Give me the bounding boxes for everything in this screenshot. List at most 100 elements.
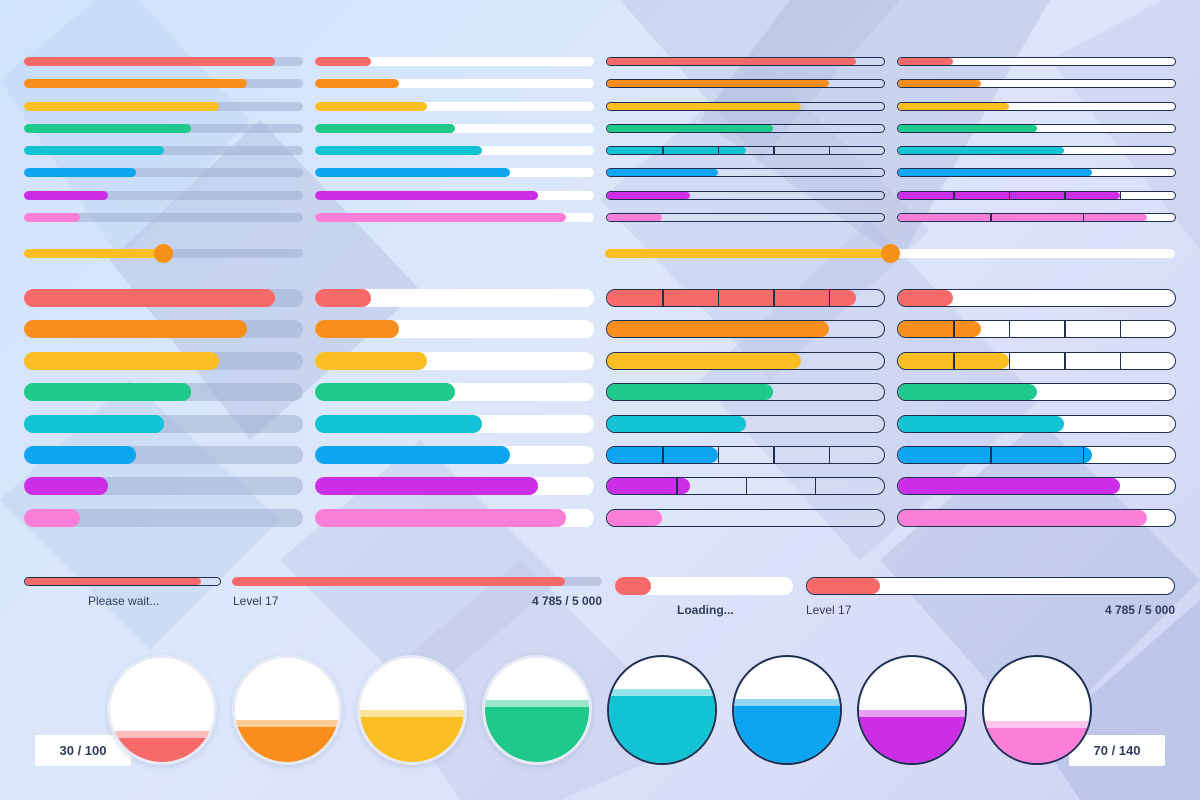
progress-fill	[24, 508, 80, 527]
liquid-circle-orange	[232, 655, 342, 765]
segment-divider	[1008, 321, 1011, 338]
progress-bar-blue	[606, 168, 885, 178]
progress-fill	[24, 79, 248, 89]
progress-fill	[24, 414, 164, 433]
bar-column-3	[606, 289, 885, 527]
progress-fill	[315, 477, 539, 496]
progress-bar-yellow	[897, 351, 1176, 370]
progress-bar-purple	[315, 190, 594, 200]
score-label-right: 4 785 / 5 000	[1104, 603, 1175, 617]
slider-handle[interactable]	[154, 244, 173, 263]
progress-fill	[24, 168, 136, 178]
progress-bar-pink	[315, 213, 594, 223]
progress-bar-yellow	[315, 101, 594, 111]
progress-bar-red	[24, 289, 303, 307]
segment-divider	[1008, 191, 1011, 199]
progress-fill	[607, 102, 801, 110]
progress-bar-purple	[24, 190, 303, 200]
liquid-circle-teal	[607, 655, 717, 765]
progress-fill	[898, 321, 982, 338]
bar-column-4	[897, 57, 1176, 223]
counter-left-text: 30 / 100	[59, 743, 107, 758]
progress-bar-green	[606, 123, 885, 133]
progress-fill	[607, 290, 857, 306]
segment-divider	[1119, 352, 1122, 369]
thick-bar-grid	[24, 289, 1176, 527]
progress-fill	[607, 169, 718, 177]
progress-bar-yellow	[24, 351, 303, 370]
progress-bar-orange	[315, 320, 594, 339]
slider-handle[interactable]	[880, 244, 900, 263]
slider-right[interactable]	[605, 244, 1175, 263]
progress-bar-red	[24, 57, 303, 66]
progress-fill	[607, 509, 663, 526]
progress-fill	[315, 146, 483, 156]
progress-bar-blue	[24, 445, 303, 464]
segment-divider	[662, 147, 664, 155]
progress-bar-teal	[897, 146, 1176, 156]
progress-bar-pink	[897, 508, 1176, 527]
progress-fill	[607, 191, 691, 199]
liquid-surface	[859, 710, 965, 717]
progress-bar-pink	[24, 508, 303, 527]
segment-divider	[990, 446, 992, 463]
progress-fill	[607, 214, 663, 222]
segment-divider	[1082, 446, 1085, 463]
progress-bar-red	[606, 57, 885, 66]
progress-fill	[24, 146, 164, 156]
liquid-surface	[734, 699, 840, 707]
thin-bar-grid	[24, 57, 1176, 223]
progress-bar-yellow	[315, 351, 594, 370]
progress-bar-teal	[897, 414, 1176, 433]
slider-left[interactable]	[24, 244, 303, 263]
progress-fill	[898, 169, 1092, 177]
progress-bar-pink	[24, 213, 303, 223]
progress-bar-orange	[897, 320, 1176, 339]
liquid-circle-blue	[732, 655, 842, 765]
progress-fill	[315, 445, 511, 464]
progress-fill	[315, 383, 455, 402]
segment-divider	[828, 446, 831, 463]
liquid-level	[360, 710, 464, 762]
progress-fill	[315, 320, 399, 339]
progress-bar-pink	[897, 213, 1176, 223]
liquid-surface	[360, 710, 464, 717]
segment-divider	[990, 214, 992, 222]
progress-bar-green	[897, 383, 1176, 402]
segment-divider	[717, 446, 720, 463]
progress-bar-red	[897, 57, 1176, 66]
bar-column-4	[897, 289, 1176, 527]
progress-bar-blue	[897, 168, 1176, 178]
progress-fill	[24, 320, 248, 339]
segment-divider	[1008, 352, 1011, 369]
segment-divider	[676, 478, 678, 495]
progress-fill	[898, 58, 954, 65]
progress-bar-orange	[24, 79, 303, 89]
progress-fill	[315, 168, 511, 178]
segment-divider	[773, 147, 775, 155]
liquid-level	[609, 688, 715, 763]
progress-fill	[315, 79, 399, 89]
segment-divider	[773, 446, 775, 463]
progress-fill	[24, 190, 108, 200]
progress-fill	[25, 578, 201, 585]
progress-bar-yellow	[24, 101, 303, 111]
progress-bar-blue	[606, 445, 885, 464]
counter-right-text: 70 / 140	[1093, 743, 1141, 758]
progress-fill	[24, 123, 192, 133]
progress-bar-blue	[315, 445, 594, 464]
segment-divider	[828, 290, 831, 306]
progress-bar-blue	[315, 168, 594, 178]
level-progress-bar-right	[806, 577, 1175, 595]
progress-fill	[615, 577, 651, 595]
progress-fill	[315, 414, 483, 433]
progress-fill	[315, 123, 455, 133]
level-label-left: Level 17	[233, 594, 279, 608]
progress-bar-teal	[315, 414, 594, 433]
liquid-surface	[110, 730, 214, 738]
progress-bar-blue	[897, 445, 1176, 464]
progress-bar-red	[315, 57, 594, 66]
progress-fill	[24, 477, 108, 496]
progress-bar-teal	[24, 146, 303, 156]
progress-bar-orange	[315, 79, 594, 89]
